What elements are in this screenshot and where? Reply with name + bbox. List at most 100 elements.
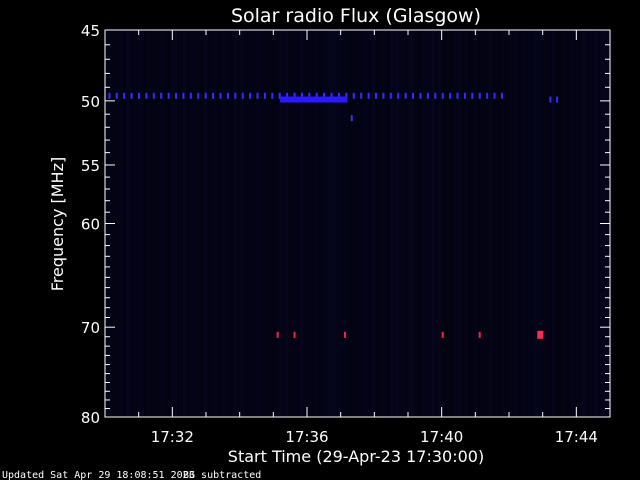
noise-stripe xyxy=(264,30,267,417)
burst-tick xyxy=(271,92,274,99)
noise-stripe xyxy=(180,30,183,417)
burst-tick xyxy=(389,92,392,99)
burst-tick xyxy=(478,92,481,99)
noise-stripe xyxy=(357,30,360,417)
signal-dot xyxy=(293,331,296,338)
y-tick-label: 45 xyxy=(81,22,100,40)
noise-stripe xyxy=(402,30,405,417)
noise-stripe xyxy=(474,30,477,417)
burst-tick xyxy=(263,92,266,99)
x-axis-label: Start Time (29-Apr-23 17:30:00) xyxy=(228,447,484,466)
burst-band xyxy=(280,96,348,103)
burst-tick xyxy=(137,92,140,99)
noise-stripe xyxy=(153,30,156,417)
burst-tick xyxy=(382,92,385,99)
noise-stripe xyxy=(189,30,192,417)
noise-stripe xyxy=(150,30,153,417)
burst-tick xyxy=(486,92,489,99)
burst-tick xyxy=(293,92,296,99)
noise-stripe xyxy=(288,30,291,417)
noise-stripe xyxy=(573,30,576,417)
noise-stripe xyxy=(228,30,231,417)
noise-stripe xyxy=(231,30,234,417)
noise-stripe xyxy=(393,30,396,417)
noise-stripe xyxy=(123,30,126,417)
noise-stripe xyxy=(354,30,357,417)
noise-stripe xyxy=(315,30,318,417)
noise-stripe xyxy=(597,30,600,417)
noise-stripe xyxy=(471,30,474,417)
noise-stripe xyxy=(246,30,249,417)
noise-stripe xyxy=(324,30,327,417)
noise-stripe xyxy=(309,30,312,417)
noise-stripe xyxy=(342,30,345,417)
noise-stripe xyxy=(549,30,552,417)
noise-stripe xyxy=(330,30,333,417)
signal-spot xyxy=(537,330,544,339)
burst-tick xyxy=(300,92,303,99)
noise-stripe xyxy=(267,30,270,417)
signal-dot xyxy=(556,96,559,103)
noise-stripe xyxy=(321,30,324,417)
noise-stripe xyxy=(243,30,246,417)
noise-stripe xyxy=(594,30,597,417)
noise-stripe xyxy=(408,30,411,417)
noise-stripe xyxy=(255,30,258,417)
noise-stripe xyxy=(525,30,528,417)
noise-stripe xyxy=(522,30,525,417)
noise-stripe xyxy=(555,30,558,417)
noise-stripe xyxy=(399,30,402,417)
noise-stripe xyxy=(429,30,432,417)
noise-stripe xyxy=(213,30,216,417)
noise-stripe xyxy=(546,30,549,417)
noise-stripe xyxy=(216,30,219,417)
noise-stripe xyxy=(432,30,435,417)
noise-stripe xyxy=(384,30,387,417)
noise-stripe xyxy=(147,30,150,417)
noise-stripe xyxy=(570,30,573,417)
burst-tick xyxy=(219,92,222,99)
noise-stripe xyxy=(183,30,186,417)
noise-stripe xyxy=(501,30,504,417)
noise-stripe xyxy=(420,30,423,417)
signal-dot xyxy=(350,115,353,122)
burst-tick xyxy=(337,92,340,99)
burst-tick xyxy=(249,92,252,99)
noise-stripe xyxy=(498,30,501,417)
burst-tick xyxy=(360,92,363,99)
burst-tick xyxy=(197,92,200,99)
noise-stripe xyxy=(456,30,459,417)
noise-stripe xyxy=(126,30,129,417)
x-tick-label: 17:36 xyxy=(285,428,328,446)
noise-stripe xyxy=(435,30,438,417)
noise-stripe xyxy=(369,30,372,417)
signal-dot xyxy=(441,331,444,338)
signal-dot xyxy=(478,331,481,338)
noise-stripe xyxy=(576,30,579,417)
noise-stripe xyxy=(306,30,309,417)
noise-stripe xyxy=(177,30,180,417)
burst-tick xyxy=(189,92,192,99)
noise-stripe xyxy=(504,30,507,417)
burst-tick xyxy=(286,92,289,99)
noise-stripe xyxy=(519,30,522,417)
noise-stripe xyxy=(579,30,582,417)
burst-tick xyxy=(278,92,281,99)
noise-stripe xyxy=(426,30,429,417)
noise-stripe xyxy=(378,30,381,417)
burst-tick xyxy=(352,92,355,99)
noise-stripe xyxy=(174,30,177,417)
noise-stripe xyxy=(489,30,492,417)
burst-tick xyxy=(375,92,378,99)
noise-stripe xyxy=(270,30,273,417)
noise-stripe xyxy=(480,30,483,417)
x-tick-label: 17:32 xyxy=(151,428,194,446)
burst-tick xyxy=(167,92,170,99)
noise-stripe xyxy=(237,30,240,417)
burst-tick xyxy=(426,92,429,99)
burst-tick xyxy=(175,92,178,99)
noise-stripe xyxy=(291,30,294,417)
noise-stripe xyxy=(447,30,450,417)
burst-tick xyxy=(234,92,237,99)
noise-stripe xyxy=(591,30,594,417)
